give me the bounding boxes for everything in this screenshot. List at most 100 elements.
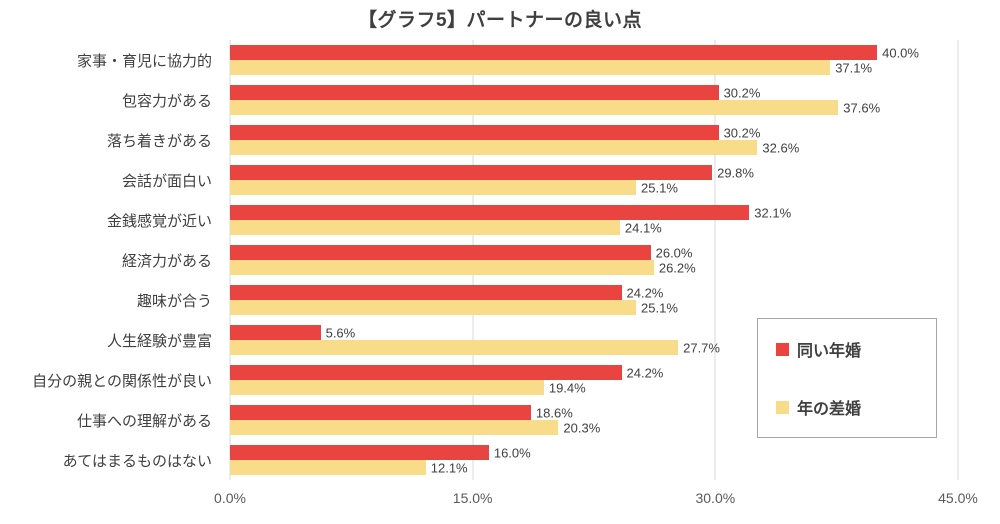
x-axis-tick-label: 15.0% [452,490,493,506]
bar-same-age [230,365,622,380]
bar-same-age [230,405,531,420]
bar-value-label: 18.6% [535,405,573,420]
x-axis: 0.0% 15.0% 30.0% 45.0% [214,490,978,512]
bar-track: 37.1% [230,60,958,75]
bar-value-label: 40.0% [882,45,919,60]
chart-row: 5.6% 27.7% [230,320,958,360]
bar-track: 32.6% [230,140,958,155]
bar-value-label: 16.0% [493,445,531,460]
bar-value-label: 24.1% [624,220,662,235]
bar-age-gap [230,220,620,235]
chart-row: 29.8% 25.1% [230,160,958,200]
bar-value-label: 25.1% [641,300,678,315]
legend-entry-same-age: 同い年婚 [776,337,918,361]
legend-swatch-red-icon [776,342,789,356]
bar-value-label: 27.7% [683,340,720,355]
chart-row: 24.2% 25.1% [230,280,958,320]
category-label: 金銭感覚が近い [106,212,212,230]
bar-value-label: 32.1% [754,205,792,220]
bar-track: 25.1% [230,180,958,195]
bar-track: 5.6% [230,325,958,340]
category-label: 家事・育児に協力的 [76,52,212,70]
bar-same-age [230,245,651,260]
bar-track: 16.0% [230,445,958,460]
category-label: あてはまるものはない [62,452,212,470]
bar-track: 37.6% [230,100,958,115]
chart-title: 【グラフ5】パートナーの良い点 [357,10,643,31]
bar-track: 12.1% [230,460,958,475]
bar-track: 26.0% [230,245,958,260]
x-axis-tick-label: 45.0% [938,490,978,506]
legend-swatch-yellow-icon [776,400,789,414]
category-label: 自分の親との関係性が良い [32,372,212,390]
gridline [714,40,716,480]
bar-value-label: 20.3% [563,420,601,435]
bar-value-label: 30.2% [723,125,761,140]
bar-value-label: 29.8% [717,165,754,180]
bar-same-age [230,445,489,460]
category-label: 趣味が合う [136,292,212,310]
bar-value-label: 12.1% [430,460,468,475]
bar-value-label: 26.0% [655,245,693,260]
chart-row: 32.1% 24.1% [230,200,958,240]
category-label: 包容力がある [121,92,212,110]
bar-track: 26.2% [230,260,958,275]
bar-age-gap [230,60,831,75]
chart-row: 16.0% 12.1% [230,440,958,480]
bar-track: 30.2% [230,125,958,140]
x-axis-tick-label: 0.0% [214,490,246,506]
category-axis: 家事・育児に協力的 包容力がある 落ち着きがある 会話が面白い 金銭感覚が近い 経済力があ… [0,40,220,480]
bar-value-label: 19.4% [548,380,586,395]
bar-age-gap [230,260,654,275]
bar-value-label: 24.2% [626,285,664,300]
category-label: 人生経験が豊富 [106,332,212,350]
bar-same-age [230,45,878,60]
bar-age-gap [230,460,426,475]
bar-track: 32.1% [230,205,958,220]
bar-value-label: 24.2% [626,365,664,380]
bar-same-age [230,285,622,300]
chart-row: 30.2% 32.6% [230,120,958,160]
bar-track: 27.7% [230,340,958,355]
bar-track: 24.2% [230,285,958,300]
bar-track: 30.2% [230,85,958,100]
legend-label: 年の差婚 [797,401,862,418]
chart-row: 30.2% 37.6% [230,80,958,120]
bar-age-gap [230,420,559,435]
bar-track: 29.8% [230,165,958,180]
bar-value-label: 30.2% [723,85,761,100]
bar-track: 25.1% [230,300,958,315]
bar-value-label: 37.1% [835,60,873,75]
bar-track: 24.2% [230,365,958,380]
bar-same-age [230,325,321,340]
bar-value-label: 37.6% [843,100,881,115]
bar-track: 40.0% [230,45,958,60]
bar-value-label: 26.2% [658,260,696,275]
category-label: 経済力がある [121,252,212,270]
bar-track: 20.3% [230,420,958,435]
category-label: 仕事への理解がある [76,412,212,430]
chart-row: 18.6% 20.3% [230,400,958,440]
bar-age-gap [230,180,637,195]
chart-row: 26.0% 26.2% [230,240,958,280]
bar-track: 19.4% [230,380,958,395]
chart-row: 40.0% 37.1% [230,40,958,80]
bar-track: 18.6% [230,405,958,420]
bar-value-label: 5.6% [325,325,356,340]
bar-value-label: 25.1% [641,180,678,195]
chart-row: 24.2% 19.4% [230,360,958,400]
gridline [957,40,959,480]
bar-age-gap [230,380,544,395]
bar-same-age [230,165,713,180]
legend-label: 同い年婚 [797,343,862,360]
bar-age-gap [230,340,679,355]
plot-area: 40.0% 37.1% 30.2% 37.6% 30.2% 32.6% 29.8% 25.1%… [229,40,959,480]
legend-entry-age-gap: 年の差婚 [776,395,918,419]
bar-same-age [230,125,719,140]
bar-same-age [230,85,719,100]
legend: 同い年婚 年の差婚 [757,318,937,438]
bar-rows: 40.0% 37.1% 30.2% 37.6% 30.2% 32.6% 29.8% 25.1%… [230,40,958,480]
x-axis-tick-label: 30.0% [695,490,736,506]
category-label: 会話が面白い [121,172,212,190]
